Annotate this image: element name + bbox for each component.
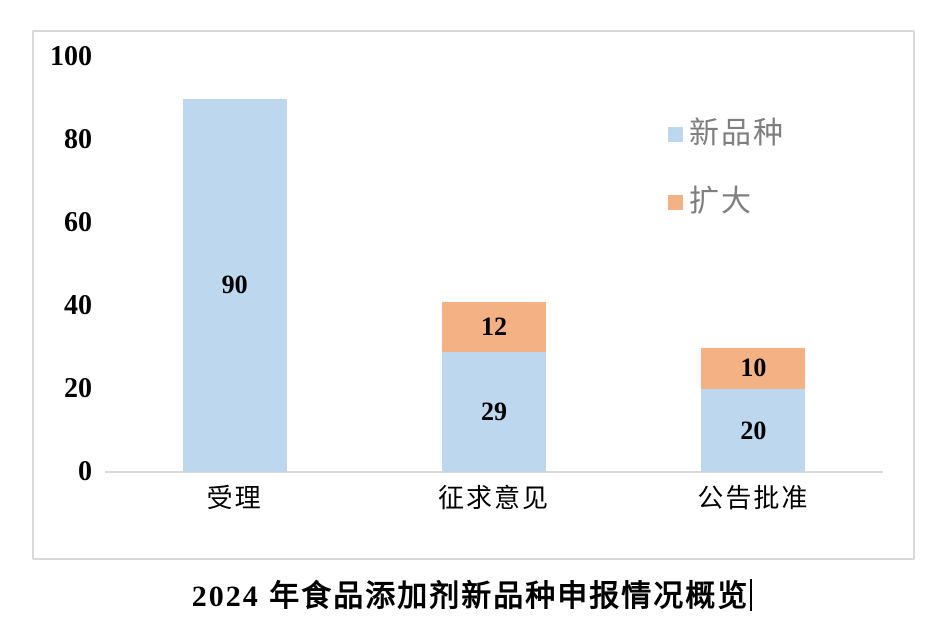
bar-segment: 90 (182, 98, 287, 472)
y-tick-label: 60 (64, 207, 92, 238)
bar-segment: 29 (442, 351, 546, 472)
legend: 新品种 扩大 (668, 118, 785, 218)
y-tick-label: 80 (64, 124, 92, 155)
bar-value-label: 10 (740, 353, 767, 383)
legend-label: 新品种 (689, 117, 785, 150)
bar-segment: 10 (701, 347, 806, 389)
bar-value-label: 20 (740, 415, 767, 445)
x-axis-line (105, 471, 883, 473)
text-cursor (750, 579, 753, 611)
x-axis-category-label: 征求意见 (437, 484, 550, 513)
chart-frame: 0 20 40 60 80 100 90 29 12 20 10 受理 征求意见 公告批准 新品种扩大 (32, 30, 915, 560)
bar-value-label: 90 (221, 270, 248, 300)
y-tick-label: 0 (78, 456, 92, 487)
y-tick-label: 100 (50, 41, 92, 72)
y-tick-label: 40 (64, 290, 92, 321)
legend-label: 扩大 (689, 185, 753, 218)
chart-caption[interactable]: 2024 年食品添加剂新品种申报情况概览 (0, 577, 944, 617)
legend-item: 新品种 (668, 118, 785, 150)
legend-swatch (668, 194, 683, 210)
legend-swatch (668, 126, 683, 142)
x-axis-category-label: 公告批准 (697, 484, 810, 513)
bar-segment: 20 (701, 389, 806, 472)
bar-value-label: 29 (481, 396, 507, 426)
legend-item: 扩大 (668, 186, 785, 218)
y-tick-label: 20 (64, 373, 92, 404)
bar-segment: 12 (442, 301, 546, 352)
x-axis-category-label: 受理 (206, 484, 263, 513)
caption-text: 2024 年食品添加剂新品种申报情况概览 (191, 580, 750, 613)
bar-value-label: 12 (481, 311, 507, 341)
